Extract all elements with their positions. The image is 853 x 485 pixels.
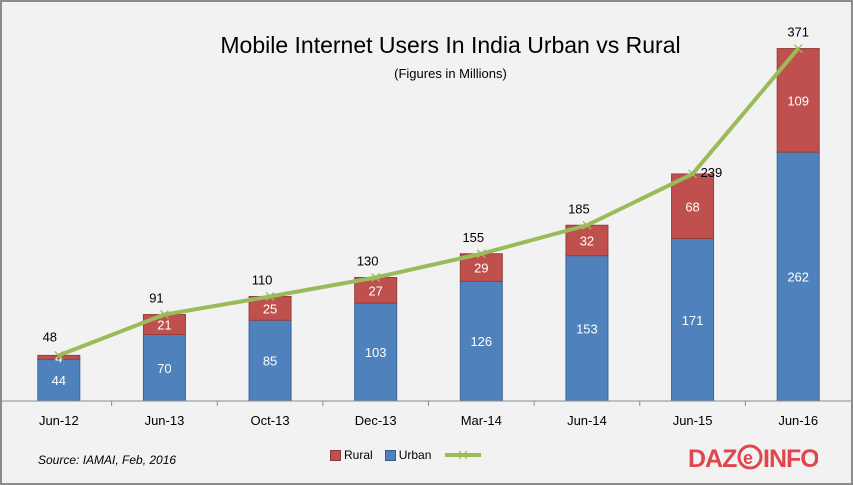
legend-item-urban: Urban — [384, 448, 432, 462]
total-marker — [54, 350, 64, 360]
total-marker — [159, 310, 169, 320]
bar-urban — [565, 255, 609, 402]
x-tick-label: Jun-14 — [567, 413, 607, 428]
legend-swatch-rural — [330, 449, 341, 461]
x-tick-label: Dec-13 — [355, 413, 397, 428]
chart-title: Mobile Internet Users In India Urban vs … — [220, 32, 681, 58]
data-label-rural: 25 — [263, 301, 277, 316]
x-tick-label: Jun-13 — [145, 413, 185, 428]
data-label-urban: 262 — [787, 270, 809, 285]
total-marker — [476, 249, 486, 259]
data-label-urban: 44 — [52, 373, 66, 388]
x-tick-label: Jun-15 — [673, 413, 713, 428]
total-marker — [371, 273, 381, 282]
data-label-total: 185 — [568, 201, 590, 216]
data-label-rural: 4 — [55, 350, 62, 365]
bar-urban — [354, 302, 398, 402]
data-label-rural: 29 — [474, 261, 488, 276]
total-line — [58, 47, 800, 358]
data-label-rural: 21 — [157, 318, 171, 333]
x-tick-label: Oct-13 — [251, 413, 290, 428]
legend-item-total-line — [445, 450, 482, 460]
bar-urban — [671, 238, 715, 402]
data-label-rural: 109 — [787, 93, 809, 108]
chart-subtitle: (Figures in Millions) — [394, 66, 507, 81]
source-note: Source: IAMAI, Feb, 2016 — [38, 453, 177, 467]
total-marker — [688, 169, 698, 179]
data-label-total: 48 — [43, 329, 57, 344]
data-label-total: 155 — [462, 230, 484, 245]
svg-text:e: e — [743, 448, 753, 468]
chart-plot: 444Jun-127021Jun-138525Oct-1310327Dec-13… — [2, 25, 851, 428]
bar-urban — [248, 319, 292, 402]
svg-text:INFO: INFO — [763, 445, 818, 471]
data-label-total: 239 — [701, 165, 723, 180]
data-label-rural: 68 — [685, 199, 699, 214]
data-label-urban: 171 — [682, 313, 704, 328]
total-marker — [265, 292, 275, 301]
x-tick-label: Jun-16 — [778, 413, 818, 428]
dazeinfo-logo: DAZ e INFO — [688, 444, 818, 471]
data-label-urban: 103 — [365, 345, 387, 360]
data-label-rural: 27 — [368, 283, 382, 298]
bar-urban — [37, 358, 81, 402]
total-marker — [793, 44, 803, 54]
data-label-urban: 85 — [263, 354, 277, 369]
legend-label-urban: Urban — [398, 448, 432, 462]
data-label-urban: 70 — [157, 361, 171, 376]
x-tick-label: Mar-14 — [461, 413, 502, 428]
data-label-total: 91 — [149, 291, 163, 306]
svg-text:DAZ: DAZ — [688, 445, 737, 471]
legend: Rural Urban — [330, 448, 483, 462]
data-label-urban: 126 — [470, 334, 492, 349]
data-label-total: 110 — [252, 273, 273, 288]
bar-urban — [142, 334, 186, 402]
legend-item-rural: Rural — [330, 448, 373, 462]
data-label-urban: 153 — [576, 321, 598, 336]
data-label-total: 371 — [787, 25, 809, 40]
legend-label-rural: Rural — [344, 448, 373, 462]
legend-swatch-urban — [384, 449, 396, 461]
x-tick-label: Jun-12 — [39, 413, 79, 428]
data-label-rural: 32 — [580, 233, 594, 248]
total-marker — [582, 220, 592, 230]
data-label-total: 130 — [357, 254, 379, 269]
bar-urban — [459, 280, 503, 402]
